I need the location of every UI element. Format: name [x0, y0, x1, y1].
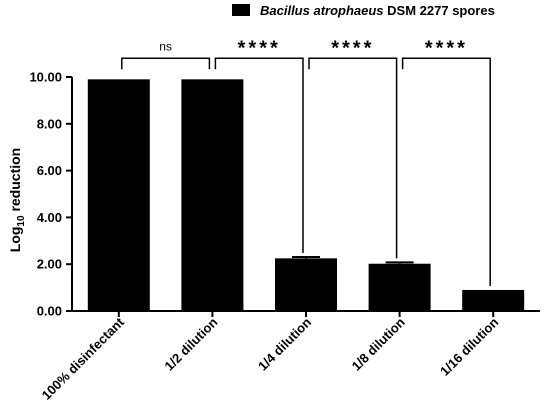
- y-tick-label: 0.00: [37, 304, 62, 319]
- bracket-line: [308, 57, 398, 259]
- y-axis-title-main: Log: [7, 227, 23, 253]
- y-tick-label: 2.00: [37, 257, 62, 272]
- significance-label: ****: [238, 37, 281, 59]
- x-tick-label: 1/4 dilution: [255, 314, 314, 373]
- error-bar: [385, 261, 414, 264]
- bar: [368, 263, 431, 311]
- x-tick-label: 1/16 dilution: [437, 314, 501, 378]
- bars: [87, 79, 525, 311]
- significance-bracket: ns: [121, 39, 211, 70]
- legend-swatch: [232, 4, 250, 16]
- y-axis-title: Log10 reduction: [7, 148, 27, 252]
- significance-bracket: ****: [214, 37, 304, 253]
- y-tick-label: 6.00: [37, 163, 62, 178]
- bracket-line: [121, 57, 211, 70]
- y-axis-title-suffix: reduction: [7, 148, 23, 216]
- y-tick-label: 4.00: [37, 210, 62, 225]
- bar: [181, 79, 244, 311]
- bar: [275, 258, 337, 311]
- bracket-line: [214, 57, 304, 253]
- y-axis-title-subscript: 10: [16, 215, 27, 227]
- significance-label: ****: [425, 37, 468, 59]
- error-bar: [292, 255, 320, 259]
- y-tick-label: 8.00: [37, 116, 62, 131]
- significance-label: ****: [331, 37, 374, 59]
- significance-bracket: ****: [308, 37, 398, 259]
- significance-label: ns: [159, 39, 172, 53]
- legend-label: Bacillus atrophaeus DSM 2277 spores: [260, 3, 495, 18]
- legend-label-rest: DSM 2277 spores: [384, 3, 495, 18]
- x-tick-label: 100% disinfectant: [39, 314, 128, 403]
- significance-brackets: ns **** **** ****: [121, 37, 491, 286]
- significance-bracket: ****: [401, 37, 491, 286]
- legend-label-italic: Bacillus atrophaeus: [260, 3, 384, 18]
- legend: Bacillus atrophaeus DSM 2277 spores: [232, 3, 495, 18]
- bar: [462, 289, 525, 311]
- bar: [87, 79, 150, 311]
- x-tick-label: 1/2 dilution: [161, 314, 220, 373]
- bracket-line: [401, 57, 491, 286]
- y-tick-label: 10.00: [29, 70, 62, 85]
- x-tick-label: 1/8 dilution: [349, 314, 408, 373]
